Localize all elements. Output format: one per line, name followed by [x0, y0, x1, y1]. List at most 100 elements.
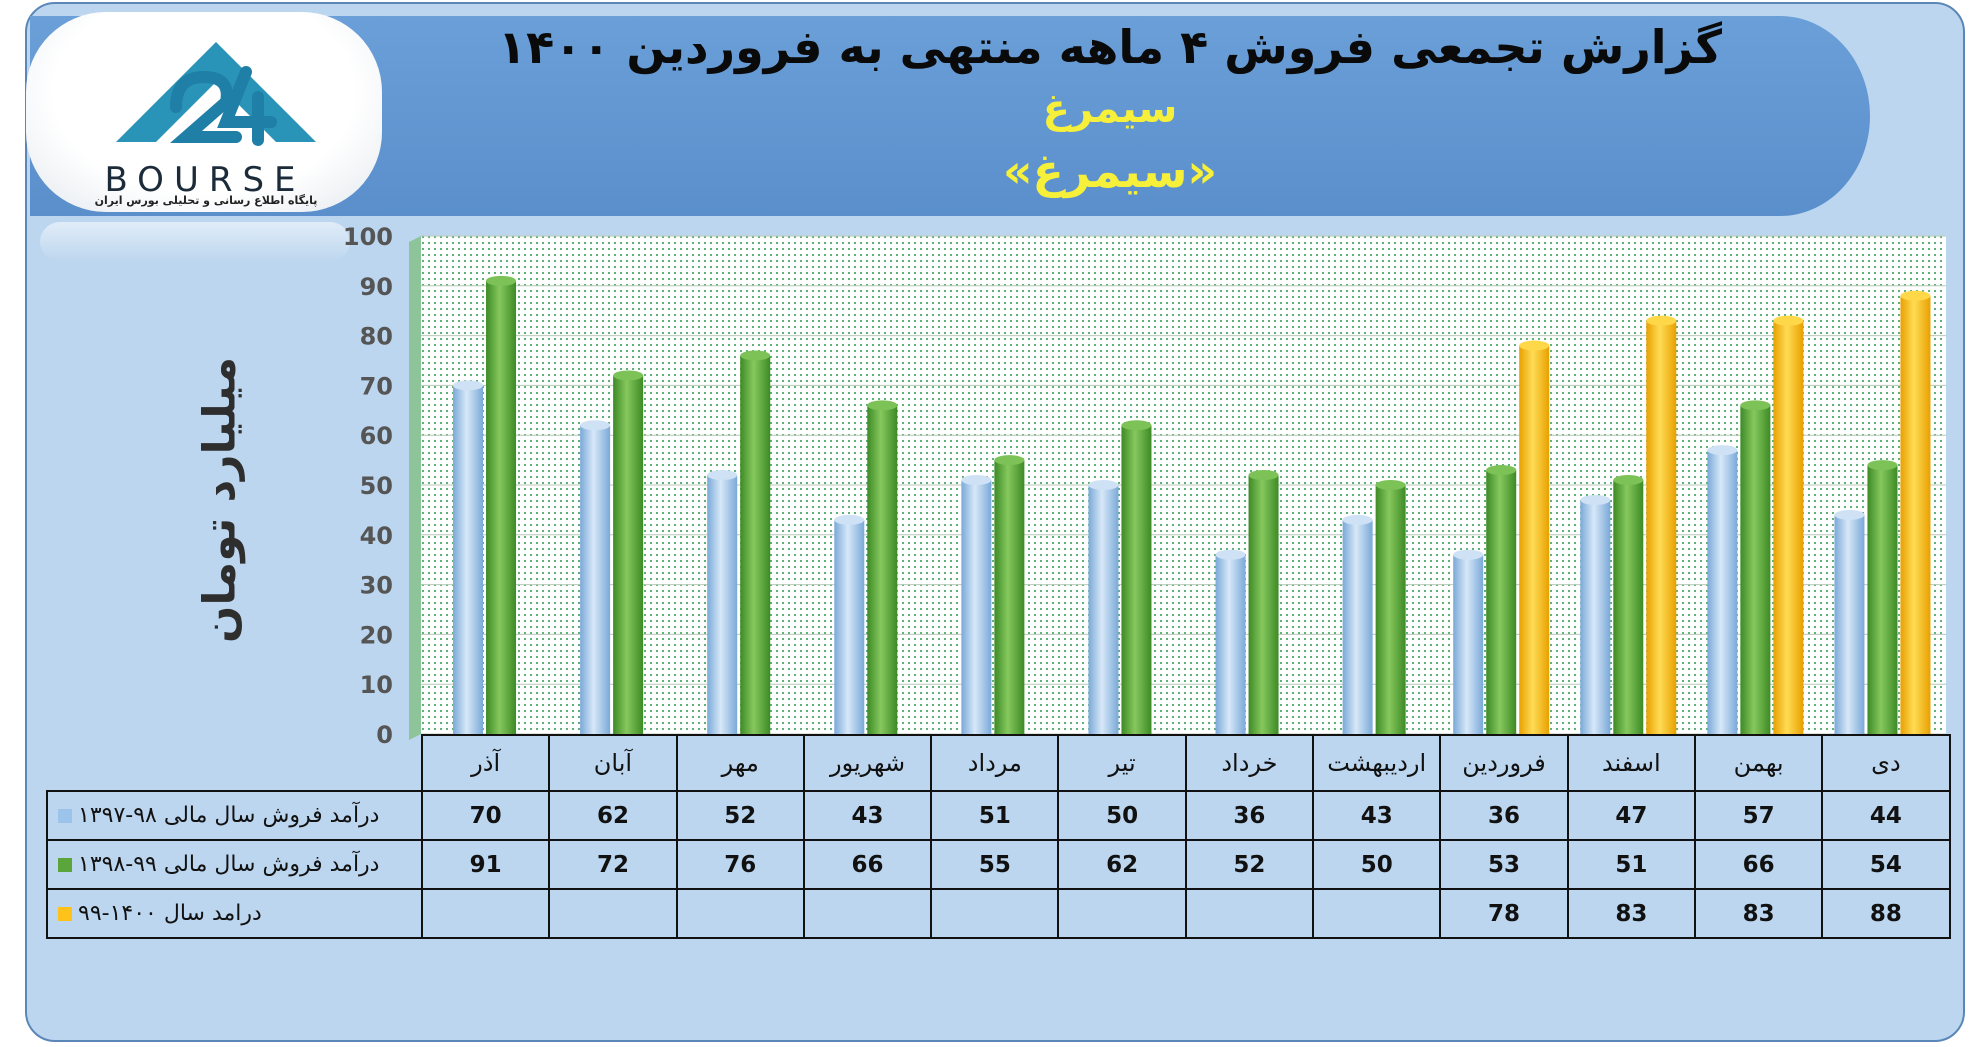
- table-row: درآمد فروش سال مالی ۹۸-۱۳۹۷ 70 62 52 43 51 50…: [46, 790, 1951, 841]
- data-label: 47: [1566, 790, 1696, 841]
- y-tick-label: 10: [360, 671, 393, 699]
- series-1-swatch: [58, 809, 72, 823]
- data-label: 36: [1184, 790, 1315, 841]
- y-tick-label: 20: [360, 621, 393, 649]
- data-label: 50: [1312, 839, 1442, 890]
- data-label: 66: [802, 839, 933, 890]
- bar: [1375, 485, 1406, 734]
- x-tick-label: تیر: [1057, 734, 1187, 792]
- y-tick-label: 80: [360, 323, 393, 351]
- data-label: 50: [1057, 790, 1187, 841]
- data-label: 54: [1821, 839, 1951, 890]
- bar: [1519, 345, 1550, 734]
- bar-cap: [867, 400, 898, 411]
- logo-badge: BOURSE پایگاه اطلاع رسانی و تحلیلی بورس …: [26, 12, 382, 212]
- bar-cap: [1453, 549, 1484, 560]
- bar: [1613, 480, 1644, 734]
- bar: [1834, 514, 1865, 734]
- legend-series-1: درآمد فروش سال مالی ۹۸-۱۳۹۷: [46, 790, 423, 841]
- bar: [834, 519, 865, 734]
- data-label: 62: [1057, 839, 1187, 890]
- bar: [1580, 499, 1611, 734]
- x-tick-label: فروردین: [1439, 734, 1569, 792]
- data-label: 52: [1184, 839, 1315, 890]
- data-label: 52: [675, 790, 805, 841]
- bar: [1215, 554, 1246, 734]
- series-2-swatch: [58, 858, 72, 872]
- bar-cap: [1867, 460, 1898, 471]
- bar: [1646, 320, 1677, 734]
- data-label: [1057, 888, 1187, 939]
- bar: [740, 355, 771, 734]
- bar-cap: [1773, 315, 1804, 326]
- x-tick-label: خرداد: [1184, 734, 1315, 792]
- data-label: 78: [1439, 888, 1569, 939]
- data-label: [1312, 888, 1442, 939]
- data-label: 83: [1693, 888, 1824, 939]
- grid-lines: [421, 235, 1946, 735]
- bar: [1088, 485, 1119, 734]
- bars-group: [453, 275, 1931, 734]
- y-tick-label: 30: [360, 572, 393, 600]
- bar-cap: [1707, 445, 1738, 456]
- bar-cap: [1342, 514, 1373, 525]
- y-tick-label: 40: [360, 522, 393, 550]
- data-label: 62: [548, 790, 678, 841]
- bar: [867, 405, 898, 734]
- bar-cap: [1834, 509, 1865, 520]
- bar-cap: [1613, 475, 1644, 486]
- bar-cap: [1215, 549, 1246, 560]
- bar-cap: [707, 470, 738, 481]
- data-label: 43: [1312, 790, 1442, 841]
- x-tick-label: اردیبهشت: [1312, 734, 1442, 792]
- bar-cap: [740, 350, 771, 361]
- bar-cap: [613, 370, 644, 381]
- data-label: 44: [1821, 790, 1951, 841]
- bar-cap: [486, 275, 517, 286]
- series-2-name: درآمد فروش سال مالی ۹۹-۱۳۹۸: [78, 852, 380, 877]
- legend-series-3: درامد سال ۱۴۰۰-۹۹: [46, 888, 423, 939]
- data-table: آذر آبان مهر شهریور مرداد تیر خرداد اردیبهشت فرو…: [46, 734, 1951, 939]
- bar-cap: [1519, 340, 1550, 351]
- bar-cap: [1646, 315, 1677, 326]
- x-tick-label: اسفند: [1566, 734, 1696, 792]
- bar-cap: [1121, 420, 1152, 431]
- bar-cap: [453, 380, 484, 391]
- bar-cap: [1900, 290, 1931, 301]
- series-1-name: درآمد فروش سال مالی ۹۸-۱۳۹۷: [78, 803, 380, 828]
- x-tick-label: مرداد: [930, 734, 1060, 792]
- x-tick-label: دی: [1821, 734, 1951, 792]
- bar: [1248, 475, 1279, 734]
- data-label: [930, 888, 1060, 939]
- bar-cap: [961, 475, 992, 486]
- data-label: [802, 888, 933, 939]
- data-label: 72: [548, 839, 678, 890]
- bar-cap: [1088, 480, 1119, 490]
- bar: [1900, 295, 1931, 734]
- bar: [486, 280, 517, 734]
- data-label: [675, 888, 805, 939]
- x-tick-label: آذر: [420, 734, 551, 792]
- bar: [1453, 554, 1484, 734]
- data-label: [1184, 888, 1315, 939]
- data-label: 36: [1439, 790, 1569, 841]
- bar: [1773, 320, 1804, 734]
- bar: [580, 425, 611, 734]
- data-label: 70: [420, 790, 551, 841]
- bar-cap: [1740, 400, 1771, 411]
- data-label: 51: [930, 790, 1060, 841]
- series-3-name: درامد سال ۱۴۰۰-۹۹: [78, 901, 262, 926]
- bar: [1867, 465, 1898, 734]
- data-label: 88: [1821, 888, 1951, 939]
- data-label: 76: [675, 839, 805, 890]
- x-tick-label: شهریور: [802, 734, 933, 792]
- bar-cap: [580, 420, 611, 431]
- bar: [994, 460, 1025, 734]
- table-row: درآمد فروش سال مالی ۹۹-۱۳۹۸ 91 72 76 66 55 62…: [46, 839, 1951, 890]
- series-3-swatch: [58, 907, 72, 921]
- bar-cap: [1248, 470, 1279, 481]
- logo-tagline: پایگاه اطلاع رسانی و تحلیلی بورس ایران: [94, 194, 318, 207]
- bar: [1121, 425, 1152, 734]
